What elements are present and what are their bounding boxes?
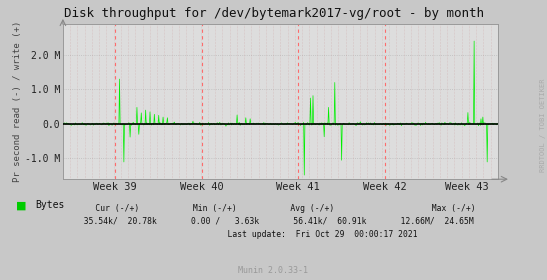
Text: ■: ■ (16, 200, 27, 210)
Y-axis label: Pr second read (-) / write (+): Pr second read (-) / write (+) (13, 21, 22, 182)
Text: Bytes: Bytes (36, 200, 65, 210)
Text: Last update:  Fri Oct 29  00:00:17 2021: Last update: Fri Oct 29 00:00:17 2021 (130, 230, 417, 239)
Text: 35.54k/  20.78k       0.00 /   3.63k       56.41k/  60.91k       12.66M/  24.65M: 35.54k/ 20.78k 0.00 / 3.63k 56.41k/ 60.9… (74, 217, 473, 226)
Text: Cur (-/+)           Min (-/+)           Avg (-/+)                    Max (-/+): Cur (-/+) Min (-/+) Avg (-/+) Max (-/+) (71, 204, 476, 213)
Text: RRDTOOL / TOBI OETIKER: RRDTOOL / TOBI OETIKER (540, 78, 546, 172)
Text: Munin 2.0.33-1: Munin 2.0.33-1 (238, 266, 309, 275)
Text: Disk throughput for /dev/bytemark2017-vg/root - by month: Disk throughput for /dev/bytemark2017-vg… (63, 7, 484, 20)
